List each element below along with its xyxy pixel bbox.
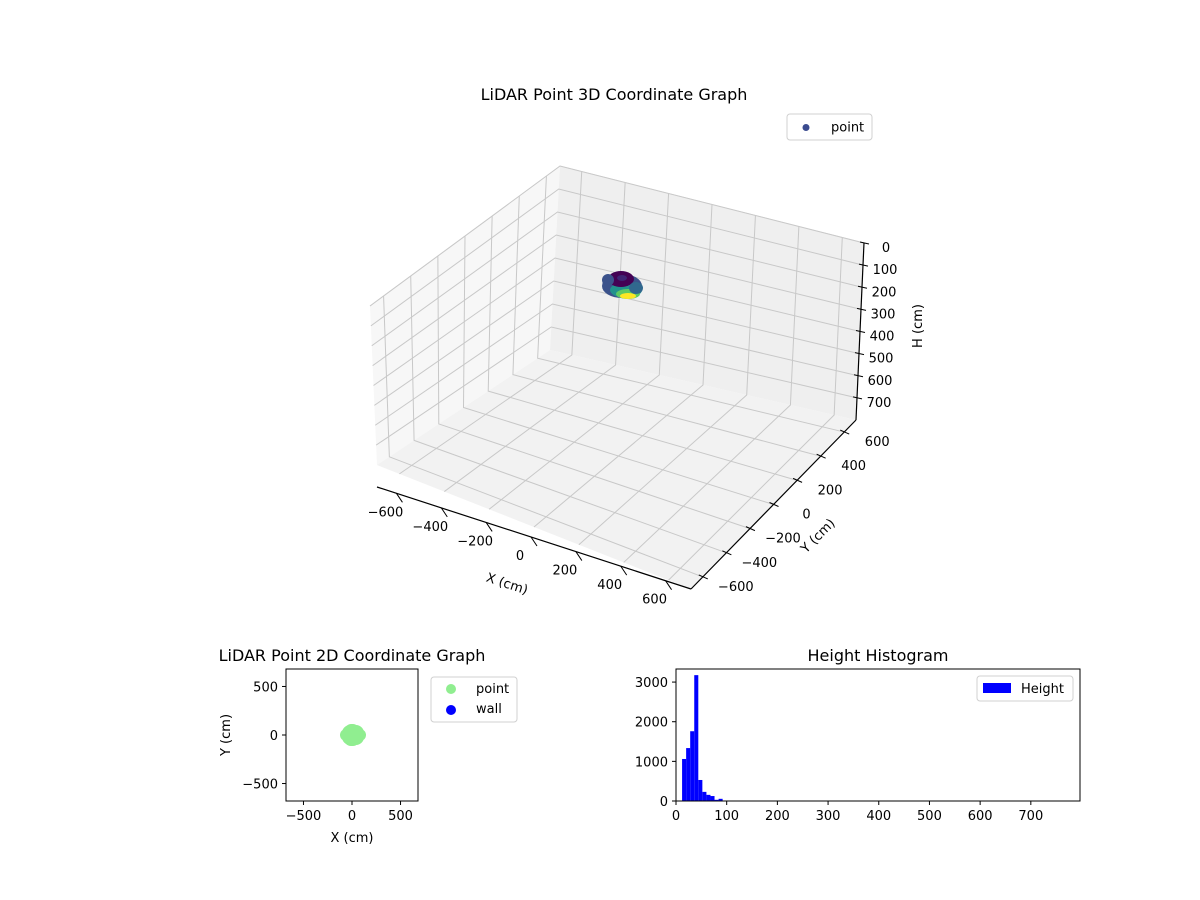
point-cluster-3d xyxy=(602,271,643,299)
legend-3d: point xyxy=(786,113,873,141)
z-axis-label-3d: H (cm) xyxy=(911,304,926,348)
z-tick-label-3d: 500 xyxy=(869,352,894,367)
y-tick-label-3d: −600 xyxy=(718,580,754,595)
legend-label-point-2d: point xyxy=(476,682,509,697)
y-tick-label-hist: 2000 xyxy=(635,716,668,731)
x-tick-label-hist: 100 xyxy=(714,809,739,824)
x-tick-label-hist: 700 xyxy=(1018,809,1043,824)
y-tick-label-3d: 0 xyxy=(802,508,810,523)
x-tick-label-hist: 400 xyxy=(866,809,891,824)
x-axis-ticks-3d: −600 −400 −200 0 200 400 600 xyxy=(368,493,672,608)
point-cluster-2d xyxy=(340,724,366,746)
histogram-bar xyxy=(714,799,719,801)
x-tick-label-3d: 0 xyxy=(516,549,524,564)
y-axis-label-2d: Y (cm) xyxy=(219,714,234,757)
legend-swatch-height xyxy=(983,683,1011,693)
legend-marker-point xyxy=(802,124,810,131)
legend-label-point: point xyxy=(831,121,864,136)
histogram-bar xyxy=(702,791,707,801)
plot-histogram: Height Histogram 0 100 200 300 400 500 600 7000… xyxy=(635,646,1081,824)
histogram-bar xyxy=(694,675,699,801)
legend-label-wall: wall xyxy=(476,702,502,717)
z-tick-label-3d: 300 xyxy=(871,307,896,322)
y-tick-label-3d: −200 xyxy=(765,532,801,547)
x-axis-label-3d: X (cm) xyxy=(484,571,530,599)
z-tick-label-3d: 0 xyxy=(882,241,890,256)
y-tick-label-3d: 600 xyxy=(865,435,890,450)
legend-2d: point wall xyxy=(430,676,518,723)
y-tick-label-3d: −400 xyxy=(741,556,777,571)
histogram-bars xyxy=(682,675,723,801)
x-tick-label-2d: 0 xyxy=(348,809,356,824)
x-tick-label-hist: 300 xyxy=(816,809,841,824)
x-axis-label-2d: X (cm) xyxy=(331,831,374,846)
plot-2d: LiDAR Point 2D Coordinate Graph −500−500… xyxy=(219,646,518,846)
title-2d: LiDAR Point 2D Coordinate Graph xyxy=(219,646,486,665)
histogram-bar xyxy=(706,794,711,801)
legend-marker-point-2d xyxy=(446,684,456,694)
z-tick-label-3d: 600 xyxy=(868,374,893,389)
x-tick-label-2d: −500 xyxy=(286,809,322,824)
legend-histogram: Height xyxy=(976,675,1074,702)
histogram-bar xyxy=(686,748,691,801)
z-tick-label-3d: 100 xyxy=(873,263,898,278)
histogram-bar xyxy=(690,731,695,801)
histogram-bar xyxy=(682,758,687,801)
title-histogram: Height Histogram xyxy=(808,646,949,665)
histogram-bar xyxy=(710,796,715,801)
z-tick-label-3d: 200 xyxy=(872,285,897,300)
y-tick-label-2d: 0 xyxy=(270,729,278,744)
x-tick-label-2d: 500 xyxy=(388,809,413,824)
y-tick-label-2d: −500 xyxy=(242,778,278,793)
title-3d: LiDAR Point 3D Coordinate Graph xyxy=(481,85,748,104)
x-tick-label-3d: 600 xyxy=(642,593,667,608)
y-tick-label-hist: 3000 xyxy=(635,676,668,691)
pane-floor xyxy=(377,350,856,589)
x-tick-label-3d: −200 xyxy=(457,534,493,549)
y-tick-label-hist: 1000 xyxy=(635,755,668,770)
x-tick-label-hist: 500 xyxy=(917,809,942,824)
x-tick-label-3d: 400 xyxy=(597,578,622,593)
y-tick-label-3d: 200 xyxy=(818,483,843,498)
z-tick-label-3d: 400 xyxy=(870,330,895,345)
plot-3d: LiDAR Point 3D Coordinate Graph xyxy=(368,85,926,608)
legend-label-height: Height xyxy=(1021,682,1064,697)
y-tick-label-hist: 0 xyxy=(660,795,668,810)
x-tick-label-3d: 200 xyxy=(552,564,577,579)
axis-ticks-2d: −500 −500 0 0 500 500 xyxy=(242,680,413,824)
pane-back-left xyxy=(370,166,560,465)
z-axis-ticks-3d: 0 100 200 300 400 500 600 700 xyxy=(852,241,898,411)
y-tick-label-3d: 400 xyxy=(841,459,866,474)
histogram-bar xyxy=(698,779,703,801)
x-tick-label-hist: 0 xyxy=(672,809,680,824)
y-tick-label-2d: 500 xyxy=(253,680,278,695)
x-tick-label-hist: 200 xyxy=(765,809,790,824)
z-tick-label-3d: 700 xyxy=(867,396,892,411)
x-tick-label-hist: 600 xyxy=(968,809,993,824)
grid-3d xyxy=(369,165,865,581)
x-tick-label-3d: −400 xyxy=(412,520,448,535)
axis-ticks-histogram: 0 100 200 300 400 500 600 700 0 1000 2000 3000 xyxy=(635,676,1043,824)
histogram-bar xyxy=(718,798,723,801)
legend-marker-wall xyxy=(446,705,456,715)
x-tick-label-3d: −600 xyxy=(368,505,404,520)
y-axis-ticks-3d: −600 −400 −2000 200 400 600 xyxy=(698,429,890,595)
